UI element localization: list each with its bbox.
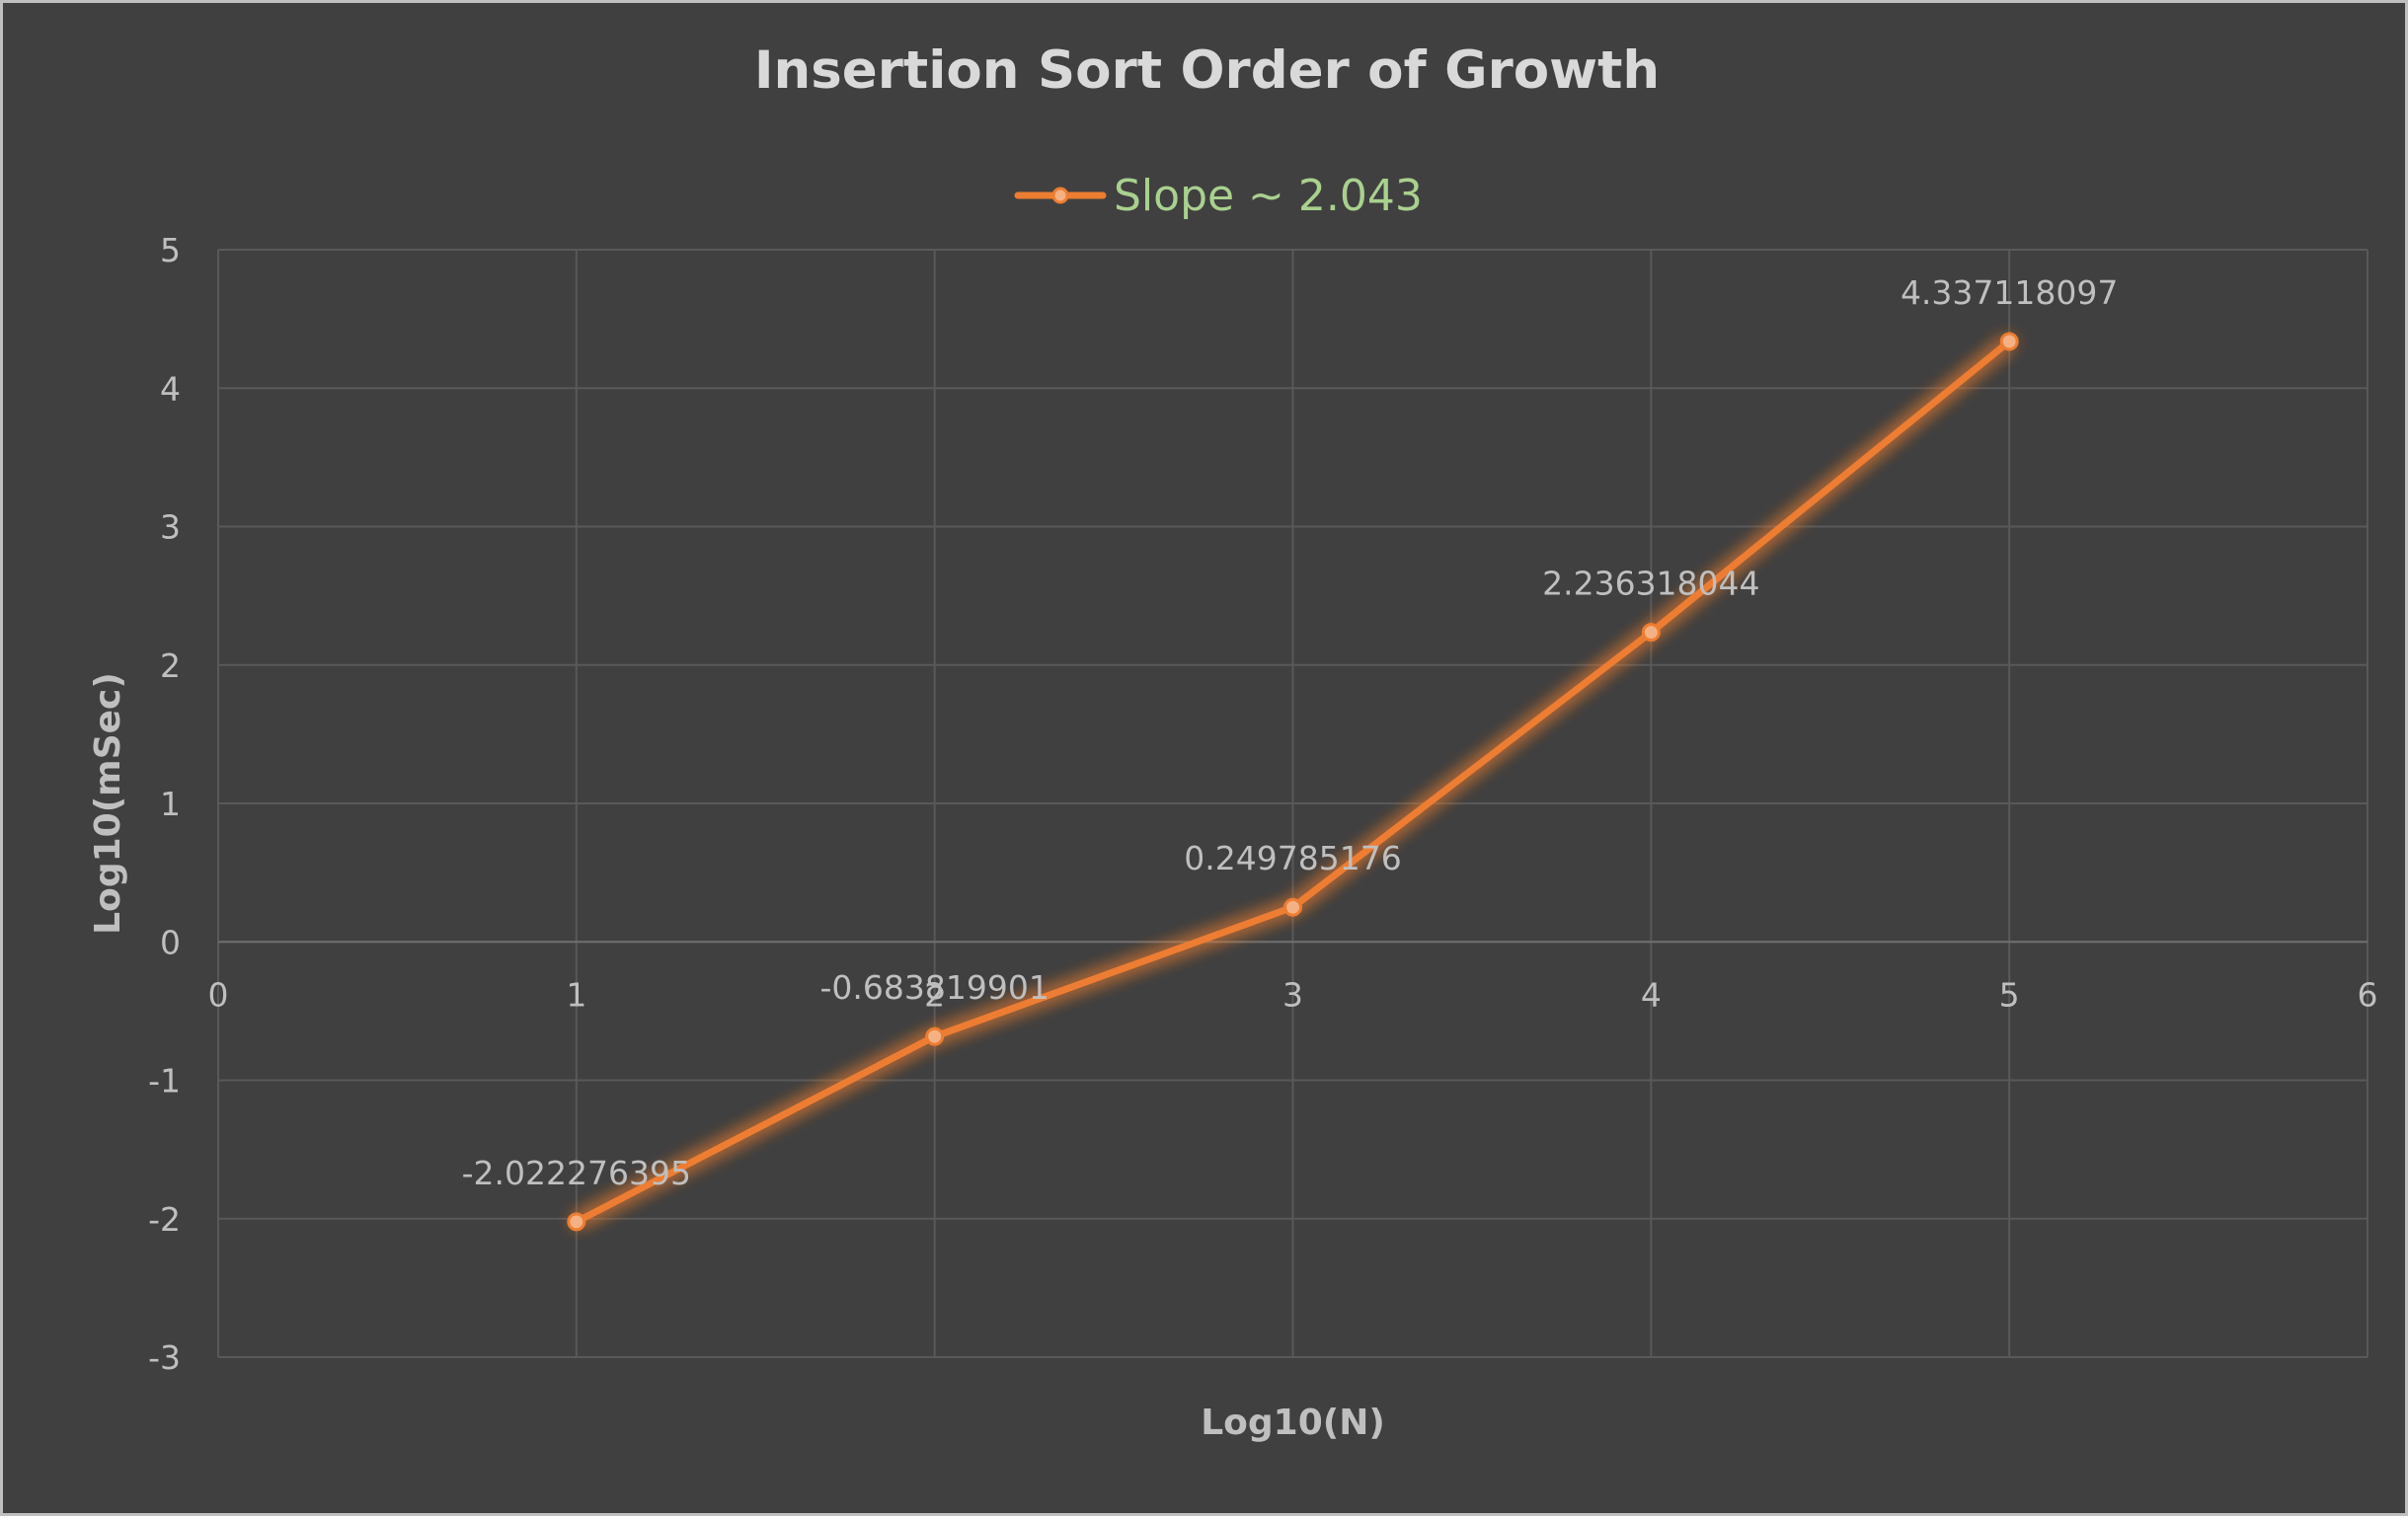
x-tick-label: 0 (208, 975, 229, 1014)
data-label: 4.337118097 (1901, 273, 2118, 312)
y-tick-label: 3 (160, 508, 181, 547)
data-point[interactable] (1641, 623, 1661, 643)
x-tick-label: 3 (1282, 975, 1303, 1014)
y-tick-label: 4 (160, 369, 181, 408)
y-tick-label: -1 (148, 1062, 181, 1101)
data-label: -0.683819901 (819, 968, 1049, 1007)
x-tick-label: 1 (566, 975, 586, 1014)
legend-label: Slope ~ 2.043 (1114, 171, 1423, 221)
y-tick-label: 0 (160, 923, 181, 961)
y-tick-label: 5 (160, 231, 181, 269)
legend-swatch-marker (1051, 187, 1069, 204)
y-tick-label: -3 (148, 1338, 181, 1377)
data-label: 2.236318044 (1542, 565, 1759, 603)
data-label: -2.022276395 (462, 1154, 691, 1192)
data-point[interactable] (567, 1212, 586, 1232)
legend[interactable]: Slope ~ 2.043 (1014, 171, 1423, 221)
x-tick-label: 2 (924, 975, 945, 1014)
chart-title: Insertion Sort Order of Growth (753, 40, 1661, 101)
y-tick-label: 1 (160, 785, 181, 823)
y-axis-title: Log10(mSec) (88, 672, 128, 935)
x-tick-label: 5 (1999, 975, 2020, 1014)
x-axis-title: Log10(N) (1201, 1403, 1385, 1443)
chart-svg: 5 4 3 2 1 0 -1 -2 -3 0 1 2 3 4 5 6 -2.022276395 -0.683819… (88, 171, 2378, 1443)
data-point[interactable] (1999, 332, 2019, 351)
tick-labels: 5 4 3 2 1 0 -1 -2 -3 0 1 2 3 4 5 6 -2.022276395 -0.683819… (148, 231, 2377, 1377)
series-layer (567, 332, 2019, 1232)
data-point[interactable] (1283, 897, 1302, 917)
x-tick-label: 6 (2358, 975, 2378, 1014)
y-tick-label: -2 (148, 1200, 181, 1239)
data-label: 0.249785176 (1184, 839, 1401, 877)
x-tick-label: 4 (1641, 975, 1662, 1014)
y-tick-label: 2 (160, 646, 181, 685)
data-point[interactable] (925, 1026, 945, 1046)
